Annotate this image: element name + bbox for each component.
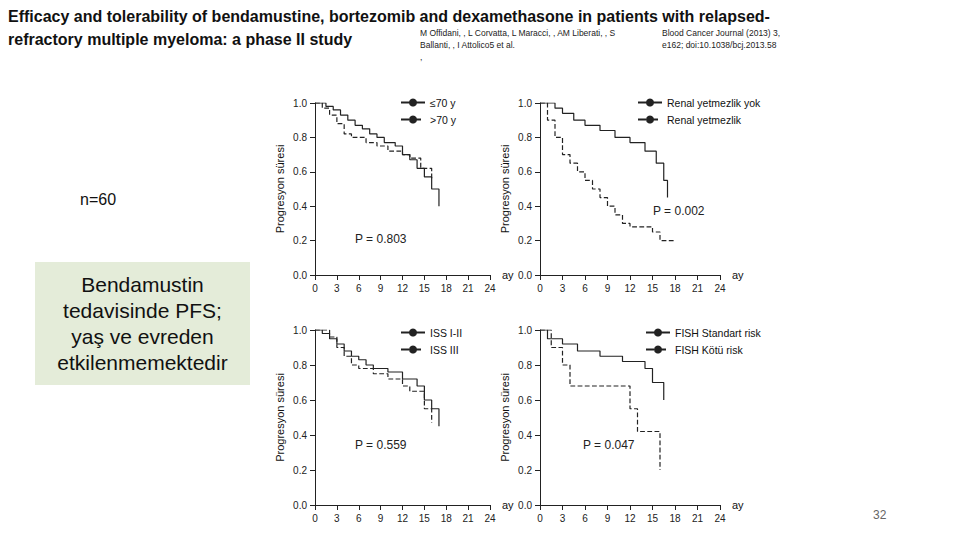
svg-text:0.4: 0.4 xyxy=(293,430,307,441)
svg-text:0.0: 0.0 xyxy=(518,270,532,281)
svg-text:9: 9 xyxy=(378,513,384,524)
svg-text:ay: ay xyxy=(502,269,514,281)
svg-text:0.2: 0.2 xyxy=(293,235,307,246)
svg-text:12: 12 xyxy=(397,283,409,294)
svg-text:9: 9 xyxy=(378,283,384,294)
html-text:e162; doi:10.1038/bcj.2013.58: e162; doi:10.1038/bcj.2013.58 xyxy=(662,40,777,50)
svg-text:6: 6 xyxy=(356,283,362,294)
svg-text:18: 18 xyxy=(441,513,453,524)
svg-text:18: 18 xyxy=(669,513,681,524)
svg-text:0.0: 0.0 xyxy=(293,500,307,511)
svg-text:0.4: 0.4 xyxy=(518,201,532,212)
svg-text:Progresyon süresi: Progresyon süresi xyxy=(274,373,286,462)
svg-text:0.2: 0.2 xyxy=(518,465,532,476)
svg-text:21: 21 xyxy=(463,513,475,524)
svg-text:18: 18 xyxy=(441,283,453,294)
html-text:M Offidani, , L Corvatta, L Ma: M Offidani, , L Corvatta, L Maracci, , A… xyxy=(420,28,616,38)
svg-text:≤70 y: ≤70 y xyxy=(430,97,456,109)
html-text:Efficacy and tolerability of b: Efficacy and tolerability of bendamustin… xyxy=(8,8,770,25)
svg-text:12: 12 xyxy=(624,513,636,524)
svg-text:0.4: 0.4 xyxy=(518,430,532,441)
svg-text:24: 24 xyxy=(714,283,726,294)
svg-text:0.2: 0.2 xyxy=(518,235,532,246)
svg-text:0.8: 0.8 xyxy=(293,360,307,371)
svg-text:3: 3 xyxy=(334,513,340,524)
svg-text:FISH Kötü risk: FISH Kötü risk xyxy=(675,344,743,356)
html-text:Bendamustin: Bendamustin xyxy=(81,272,204,296)
svg-text:ay: ay xyxy=(732,499,744,511)
svg-text:Progresyon süresi: Progresyon süresi xyxy=(499,145,511,234)
svg-text:15: 15 xyxy=(647,513,659,524)
svg-text:15: 15 xyxy=(419,513,431,524)
svg-text:24: 24 xyxy=(714,513,726,524)
svg-text:15: 15 xyxy=(647,283,659,294)
svg-text:FISH Standart risk: FISH Standart risk xyxy=(675,327,762,339)
svg-text:P = 0.047: P = 0.047 xyxy=(583,438,635,452)
svg-text:0.6: 0.6 xyxy=(293,395,307,406)
svg-text:P = 0.803: P = 0.803 xyxy=(355,232,407,246)
svg-text:Progresyon süresi: Progresyon süresi xyxy=(274,145,286,234)
html-text:yaş ve evreden: yaş ve evreden xyxy=(71,324,214,348)
svg-text:0: 0 xyxy=(537,283,543,294)
svg-text:9: 9 xyxy=(605,283,611,294)
svg-text:6: 6 xyxy=(582,283,588,294)
svg-text:ay: ay xyxy=(732,269,744,281)
svg-text:12: 12 xyxy=(397,513,409,524)
svg-text:21: 21 xyxy=(692,283,704,294)
svg-text:0.8: 0.8 xyxy=(518,360,532,371)
svg-text:3: 3 xyxy=(334,283,340,294)
html-text:refractory multiple myeloma: a: refractory multiple myeloma: a phase II … xyxy=(8,31,353,48)
html-text:Blood Cancer Journal (2013) 3,: Blood Cancer Journal (2013) 3, xyxy=(662,28,781,38)
svg-text:Renal yetmezlik yok: Renal yetmezlik yok xyxy=(667,97,761,109)
svg-text:0: 0 xyxy=(312,513,318,524)
svg-text:Progresyon süresi: Progresyon süresi xyxy=(499,373,511,462)
svg-text:0.6: 0.6 xyxy=(518,166,532,177)
svg-text:>70 y: >70 y xyxy=(430,114,457,126)
svg-text:ISS I-II: ISS I-II xyxy=(430,327,462,339)
svg-text:0.2: 0.2 xyxy=(293,465,307,476)
svg-text:ay: ay xyxy=(502,499,514,511)
svg-text:24: 24 xyxy=(484,513,496,524)
svg-text:12: 12 xyxy=(624,283,636,294)
svg-text:0.4: 0.4 xyxy=(293,201,307,212)
svg-text:0: 0 xyxy=(312,283,318,294)
svg-text:ISS III: ISS III xyxy=(430,344,459,356)
svg-text:15: 15 xyxy=(419,283,431,294)
svg-text:9: 9 xyxy=(605,513,611,524)
svg-text:0.0: 0.0 xyxy=(293,270,307,281)
html-text:etkilenmemektedir: etkilenmemektedir xyxy=(57,350,228,374)
svg-text:0.0: 0.0 xyxy=(518,500,532,511)
svg-text:3: 3 xyxy=(560,283,566,294)
svg-text:1.0: 1.0 xyxy=(293,325,307,336)
svg-text:P = 0.002: P = 0.002 xyxy=(653,204,705,218)
html-text:Ballanti, , I Attolico5 et al.: Ballanti, , I Attolico5 et al. xyxy=(420,40,515,50)
html-text:32: 32 xyxy=(873,508,887,522)
svg-text:Renal yetmezlik: Renal yetmezlik xyxy=(667,114,742,126)
svg-text:0.6: 0.6 xyxy=(518,395,532,406)
svg-text:21: 21 xyxy=(463,283,475,294)
svg-text:1.0: 1.0 xyxy=(293,98,307,109)
svg-text:1.0: 1.0 xyxy=(518,98,532,109)
svg-text:21: 21 xyxy=(692,513,704,524)
html-text:tedavisinde PFS;: tedavisinde PFS; xyxy=(63,298,222,322)
svg-text:6: 6 xyxy=(356,513,362,524)
svg-text:18: 18 xyxy=(669,283,681,294)
svg-text:24: 24 xyxy=(484,283,496,294)
svg-text:1.0: 1.0 xyxy=(518,325,532,336)
svg-text:0.8: 0.8 xyxy=(293,132,307,143)
svg-text:0.8: 0.8 xyxy=(518,132,532,143)
svg-text:3: 3 xyxy=(560,513,566,524)
svg-text:P = 0.559: P = 0.559 xyxy=(355,438,407,452)
html-text:n=60: n=60 xyxy=(80,191,116,208)
svg-text:6: 6 xyxy=(582,513,588,524)
svg-text:0.6: 0.6 xyxy=(293,166,307,177)
svg-text:0: 0 xyxy=(537,513,543,524)
